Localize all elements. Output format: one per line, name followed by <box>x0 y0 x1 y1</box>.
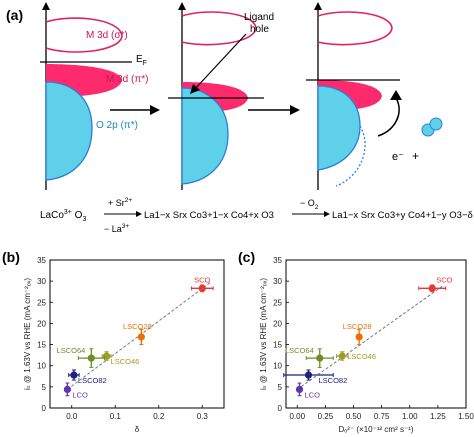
y-tick-label: 10 <box>273 362 282 371</box>
dopant-remove-label: − La3+ <box>104 223 129 234</box>
band-diagram-3 <box>306 2 400 190</box>
x-tick-label: 1.00 <box>402 412 418 421</box>
panel-c-label: (c) <box>238 249 255 265</box>
data-point-sco <box>198 284 206 292</box>
point-label-lsco46: LSCO46 <box>347 352 376 361</box>
point-label-lsco82: LSCO82 <box>319 376 348 385</box>
o2p-band-1 <box>45 81 93 181</box>
x-tick-label: 0.1 <box>110 412 122 421</box>
transition-arrowhead-2 <box>290 105 300 115</box>
x-tick-label: 0.25 <box>318 412 334 421</box>
point-label-sco: SCO <box>436 275 452 284</box>
y-axis-title: iₛ @ 1.63V vs RHE (mA cm⁻²ₒₓ) <box>259 278 268 390</box>
y-tick-label: 10 <box>37 362 46 371</box>
x-tick-label: 0.50 <box>346 412 362 421</box>
chart-c: 0 5 10 15 20 25 30 35 0.00 0.25 0.50 0.75 1.00 1.25 1.… <box>259 256 474 434</box>
data-point-lco <box>295 385 304 393</box>
point-label-lsco64: LSCO64 <box>285 346 314 355</box>
point-label-lsco28: LSCO28 <box>123 322 152 331</box>
panel-b-label: (b) <box>2 249 20 265</box>
chart-b: 0 5 10 15 20 25 30 35 0.0 0.1 0.2 0.3 δ iₛ @ 1.63V vs… <box>23 256 225 434</box>
point-label-lsco28: LSCO28 <box>343 322 372 331</box>
y-tick-label: 25 <box>37 298 46 307</box>
ligand-hole-pointer <box>193 33 247 91</box>
x-tick-label: 0.2 <box>153 412 165 421</box>
point-label-lsco46: LSCO46 <box>111 357 140 366</box>
point-label-lsco82: LSCO82 <box>78 376 107 385</box>
data-point-lsco46 <box>338 352 346 360</box>
intermediate-formula: La1−x Srx Co3+1−x Co4+x O3 <box>144 210 274 221</box>
y-tick-label: 5 <box>42 383 47 392</box>
data-point-lsco82 <box>70 371 78 379</box>
data-point-lsco28 <box>355 333 363 341</box>
dopant-add-label: + Sr2+ <box>108 197 132 208</box>
data-point-lsco82 <box>304 371 313 379</box>
data-point-lco <box>63 385 71 393</box>
plot-frame <box>49 259 225 409</box>
ligand-hole-label-2: hole <box>250 24 269 35</box>
plot-frame <box>285 259 467 409</box>
m3d-sigma-band-3 <box>317 11 393 46</box>
x-tick-label: 0.3 <box>197 412 209 421</box>
energy-axis-arrow-1 <box>42 2 50 10</box>
x-tick-label: 0.00 <box>289 412 305 421</box>
o2p-label: O 2p (π*) <box>96 120 138 131</box>
electron-label: e⁻ <box>392 151 404 163</box>
oxygen-loss-label: − O2 <box>300 198 319 211</box>
y-axis-title: iₛ @ 1.63V vs RHE (mA cm⁻²ₒₓ) <box>23 278 32 390</box>
x-tick-label: 0.75 <box>374 412 390 421</box>
x-axis-title: δ <box>135 425 140 434</box>
point-label-sco: SCO <box>194 275 210 284</box>
reaction-scheme: LaCo3+ O3 + Sr2+ − La3+ La1−x Srx Co3+1−… <box>40 197 473 234</box>
x-tick-label: 1.50 <box>458 412 474 421</box>
x-tick-label: 0.0 <box>66 412 78 421</box>
y-tick-label: 25 <box>273 298 282 307</box>
y-tick-label: 30 <box>37 277 46 286</box>
electron-transfer-arrow <box>377 97 400 137</box>
y-tick-label: 35 <box>273 256 282 265</box>
transition-arrowhead-1 <box>150 105 160 115</box>
data-point-lsco64 <box>87 354 95 362</box>
x-tick-label: 1.25 <box>430 412 446 421</box>
reactant-formula: LaCo3+ O3 <box>40 209 86 223</box>
y-tick-label: 35 <box>37 256 46 265</box>
plus-sign: + <box>412 149 419 163</box>
point-label-lco: LCO <box>305 390 321 399</box>
m3d-pi-label: M 3d (π*) <box>106 74 148 85</box>
x-axis-title: Dₒ²⁻ (×10⁻¹² cm² s⁻¹) <box>338 425 413 434</box>
point-label-lco: LCO <box>72 390 88 399</box>
ligand-hole-label-1: Ligand <box>244 12 274 23</box>
o2p-depleted-outline <box>335 125 366 187</box>
y-tick-label: 15 <box>273 341 282 350</box>
m3d-sigma-label: M 3d (σ*) <box>86 30 128 41</box>
data-point-sco <box>428 284 436 292</box>
product-formula: La1−x Srx Co3+y Co4+1−y O3−δ <box>332 210 473 221</box>
electron-transfer-arrowhead <box>390 90 402 100</box>
ligand-hole-pointer-head <box>190 84 200 94</box>
data-point-lsco64 <box>316 354 324 362</box>
point-label-lsco64: LSCO64 <box>57 346 86 355</box>
oxygen-molecule-icon <box>421 117 443 137</box>
ef-label: EF <box>136 54 147 67</box>
y-tick-label: 0 <box>278 404 283 413</box>
y-tick-label: 30 <box>273 277 282 286</box>
panel-a-label: (a) <box>6 7 23 23</box>
band-diagram-1 <box>40 2 132 190</box>
trendline <box>296 284 444 390</box>
m3d-sigma-band-1 <box>45 17 123 53</box>
y-tick-label: 20 <box>273 319 282 328</box>
y-tick-label: 15 <box>37 341 46 350</box>
y-tick-label: 5 <box>278 383 283 392</box>
data-point-lsco28 <box>137 333 145 341</box>
o2p-band-2 <box>181 87 229 185</box>
m3d-sigma-band-2 <box>181 11 257 46</box>
y-tick-label: 0 <box>42 404 47 413</box>
y-tick-label: 20 <box>37 319 46 328</box>
